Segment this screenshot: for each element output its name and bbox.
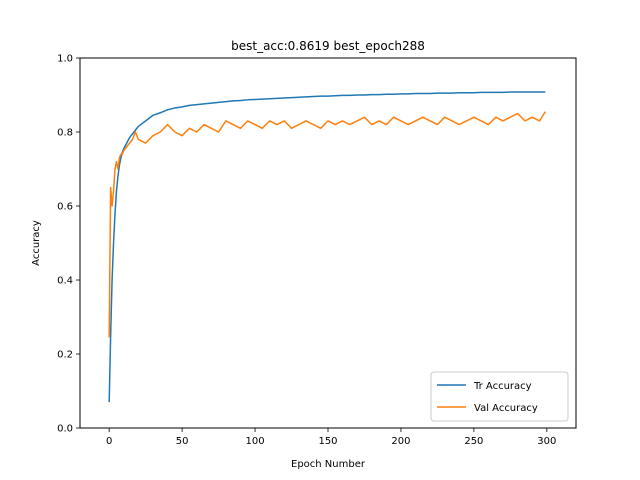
y-tick-label: 0.2: [57, 350, 73, 361]
x-tick-label: 100: [246, 436, 265, 447]
series-line-val-accuracy: [108, 111, 546, 338]
legend-label-val: Val Accuracy: [474, 403, 538, 414]
x-axis-ticks: 0 50 100 150 200 250 300: [106, 428, 556, 447]
y-tick-label: 0.4: [57, 276, 73, 287]
y-tick-label: 0.8: [57, 128, 73, 139]
series-line-tr-accuracy: [108, 91, 546, 403]
y-tick-label: 0.0: [57, 424, 73, 435]
y-tick-label: 0.6: [57, 202, 73, 213]
y-tick-label: 1.0: [57, 54, 73, 65]
x-tick-label: 200: [391, 436, 410, 447]
legend-label-tr: Tr Accuracy: [473, 381, 532, 392]
x-tick-label: 300: [537, 436, 556, 447]
x-axis-label: Epoch Number: [291, 459, 366, 470]
series-group: [108, 91, 546, 403]
y-axis-ticks: 0.0 0.2 0.4 0.6 0.8 1.0: [57, 54, 80, 435]
y-axis-label: Accuracy: [31, 220, 42, 266]
x-tick-label: 50: [176, 436, 189, 447]
legend: Tr Accuracy Val Accuracy: [430, 371, 569, 422]
x-tick-label: 0: [106, 436, 112, 447]
plot-area: 0 50 100 150 200 250 300 0.0 0.2 0.4 0.6 0.8 1.0: [57, 54, 577, 447]
chart-title: best_acc:0.8619 best_epoch288: [231, 39, 425, 53]
x-tick-label: 150: [318, 436, 337, 447]
x-tick-label: 250: [464, 436, 483, 447]
